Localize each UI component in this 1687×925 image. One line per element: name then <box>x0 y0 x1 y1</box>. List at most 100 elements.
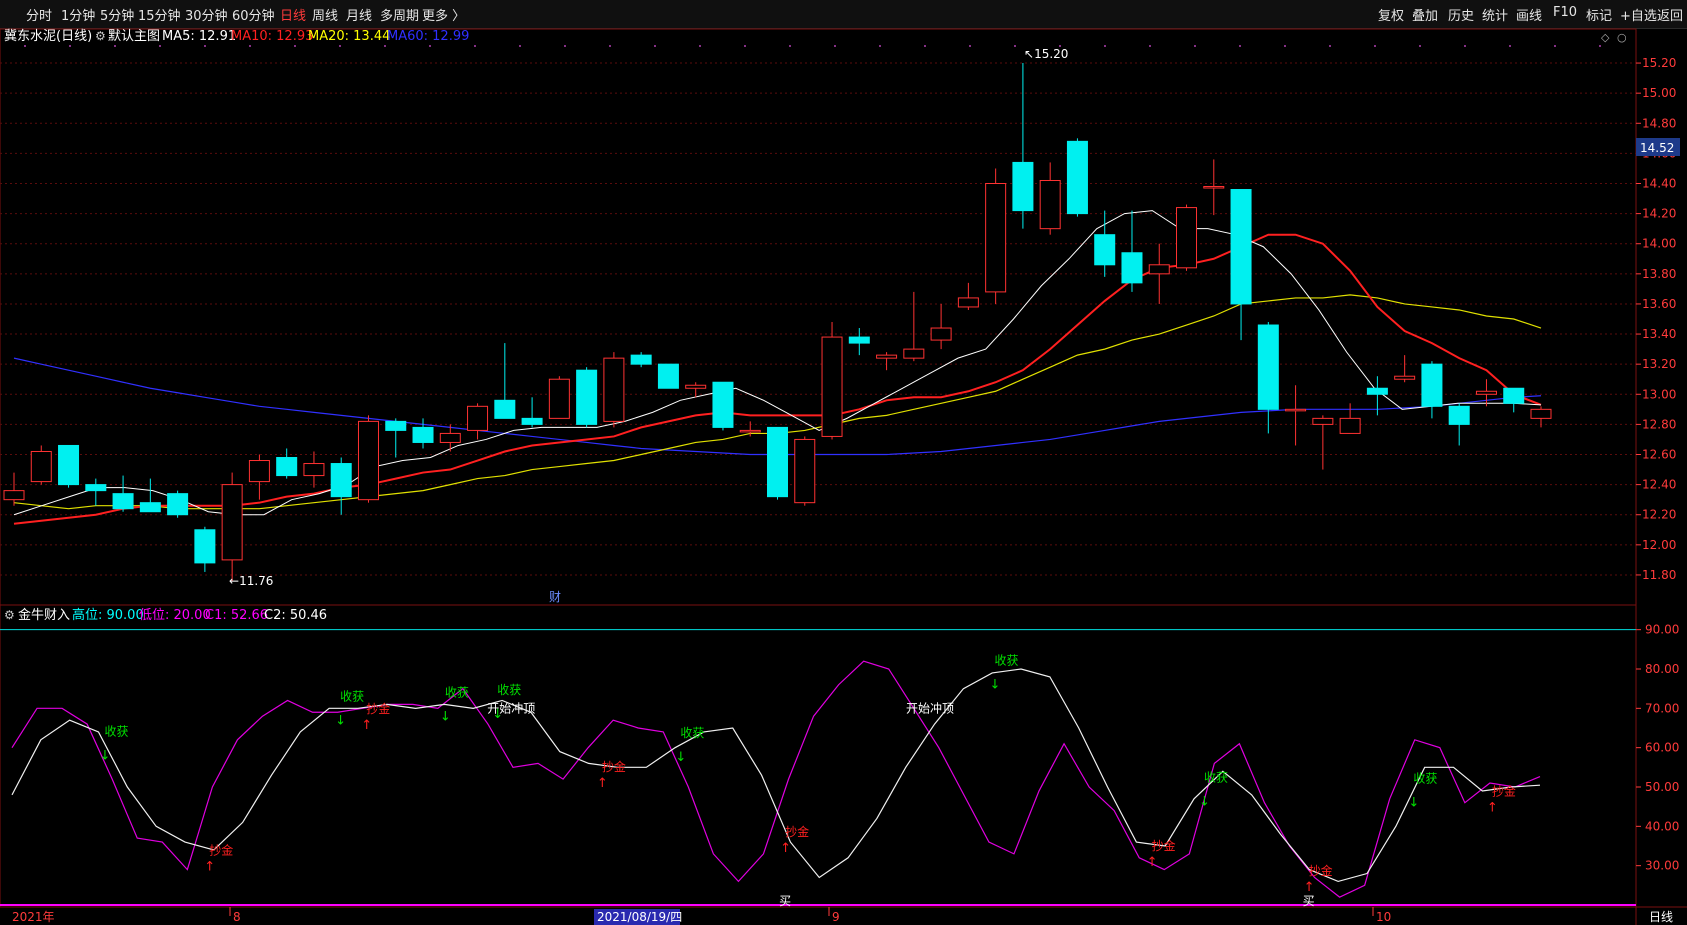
period-tab-monthly[interactable]: 月线 <box>346 9 373 24</box>
tool-overlay-button[interactable]: 叠加 <box>1412 9 1439 24</box>
indicator-settings-icon[interactable]: ⚙ <box>4 608 15 622</box>
osc-tick-label: 30.00 <box>1645 859 1679 873</box>
top-dot <box>1464 45 1466 47</box>
finance-event-marker[interactable]: 财 <box>549 590 561 604</box>
candle-down <box>194 529 216 564</box>
price-grid <box>0 45 1636 576</box>
price-tick-label: 14.40 <box>1642 177 1676 191</box>
harvest-label: 收获 <box>1413 771 1437 785</box>
ma5-line <box>13 210 1542 516</box>
price-tick-label: 12.20 <box>1642 508 1676 522</box>
top-dot <box>69 45 71 47</box>
buy-label: 买 <box>779 894 791 908</box>
main-template-label[interactable]: 默认主图 <box>108 28 160 44</box>
top-dot <box>564 45 566 47</box>
top-dot <box>1329 45 1331 47</box>
period-tab-fenshi[interactable]: 分时 <box>26 9 53 24</box>
harvest-arrow-icon: ↓ <box>990 678 1001 693</box>
price-tick-label: 12.40 <box>1642 478 1676 492</box>
candle-up <box>957 297 979 308</box>
top-dot <box>789 45 791 47</box>
harvest-arrow-icon: ↓ <box>1199 794 1210 809</box>
peak-start-label: 开始冲顶 <box>487 700 535 715</box>
period-tab-multi[interactable]: 多周期 <box>380 9 420 24</box>
candle-down <box>1503 387 1525 404</box>
price-tick-label: 13.60 <box>1642 297 1676 311</box>
top-dot <box>1374 45 1376 47</box>
circle-icon[interactable]: ○ <box>1617 31 1627 44</box>
ma10-line <box>13 233 1542 525</box>
candle-up <box>603 357 625 422</box>
candle-down <box>1257 324 1279 410</box>
settings-icon[interactable]: ⚙ <box>95 29 106 43</box>
price-tick-label: 13.40 <box>1642 327 1676 341</box>
tool-f10-button[interactable]: F10 <box>1553 5 1578 20</box>
period-tab-30min[interactable]: 30分钟 <box>185 9 228 24</box>
top-dot <box>159 45 161 47</box>
harvest-arrow-icon: ↓ <box>492 707 503 722</box>
period-tab-daily[interactable]: 日线 <box>280 9 307 24</box>
candle-down <box>276 457 298 477</box>
top-dot <box>879 45 881 47</box>
tool-mark-button[interactable]: 标记 <box>1586 9 1613 24</box>
harvest-label: 收获 <box>1204 770 1228 784</box>
period-tab-15min[interactable]: 15分钟 <box>138 9 181 24</box>
period-tab-5min[interactable]: 5分钟 <box>100 9 135 24</box>
period-tab-1min[interactable]: 1分钟 <box>61 9 96 24</box>
tool-restore-rights-button[interactable]: 复权 <box>1378 9 1405 24</box>
tool-history-button[interactable]: 历史 <box>1448 9 1475 24</box>
top-dot <box>1059 45 1061 47</box>
osc-tick-label: 40.00 <box>1645 819 1679 833</box>
candle-up <box>1176 207 1198 269</box>
price-tick-label: 15.20 <box>1642 56 1676 70</box>
top-dot <box>1194 45 1196 47</box>
tool-draw-button[interactable]: 画线 <box>1516 9 1543 24</box>
top-dot <box>609 45 611 47</box>
period-tab-60min[interactable]: 60分钟 <box>232 9 275 24</box>
gold-arrow-icon: ↑ <box>1304 880 1315 895</box>
indicator-low-level: 低位: 20.00 <box>139 608 211 623</box>
date-axis-cursor-box <box>594 909 680 925</box>
gold-arrow-icon: ↑ <box>1487 801 1498 816</box>
period-tab-weekly[interactable]: 周线 <box>312 9 339 24</box>
candle-down <box>1121 252 1143 284</box>
candle-up <box>794 438 816 504</box>
price-tick-label: 14.20 <box>1642 207 1676 221</box>
candle-down <box>1421 363 1443 407</box>
candle-down <box>385 420 407 431</box>
candle-down <box>1094 234 1116 266</box>
gold-arrow-icon: ↑ <box>204 860 215 875</box>
top-dot <box>1104 45 1106 47</box>
price-tick-label: 14.80 <box>1642 116 1676 130</box>
candle-down <box>848 336 870 344</box>
candle-down <box>630 354 652 365</box>
top-dot <box>1599 45 1601 47</box>
ma5-legend: MA5: 12.91 <box>162 29 236 44</box>
candle-up <box>1394 375 1416 380</box>
candle-down <box>1448 405 1470 425</box>
candle-down <box>576 369 598 425</box>
top-dot <box>969 45 971 47</box>
tool-stats-button[interactable]: 统计 <box>1482 9 1509 24</box>
gold-label: 抄金 <box>1492 784 1516 799</box>
diamond-icon[interactable]: ◇ <box>1601 31 1610 44</box>
candle-down <box>58 444 80 486</box>
indicator-name[interactable]: 金牛财入 <box>18 607 70 623</box>
candle-up <box>1312 417 1334 425</box>
candle-up <box>221 484 243 561</box>
period-tab-more[interactable]: 更多 〉 <box>422 9 466 24</box>
tool-add-watchlist-button[interactable]: +自选 <box>1620 9 1657 24</box>
harvest-label: 收获 <box>105 724 129 738</box>
candle-up <box>1148 264 1170 275</box>
top-dot <box>1419 45 1421 47</box>
candle-up <box>548 378 570 419</box>
candle-down <box>1366 387 1388 395</box>
candle-down <box>494 399 516 419</box>
candle-up <box>985 183 1007 293</box>
top-dot <box>474 45 476 47</box>
harvest-label: 收获 <box>995 654 1019 668</box>
candle-down <box>521 417 543 425</box>
top-dot <box>1554 45 1556 47</box>
tool-back-button[interactable]: 返回 <box>1657 9 1684 24</box>
